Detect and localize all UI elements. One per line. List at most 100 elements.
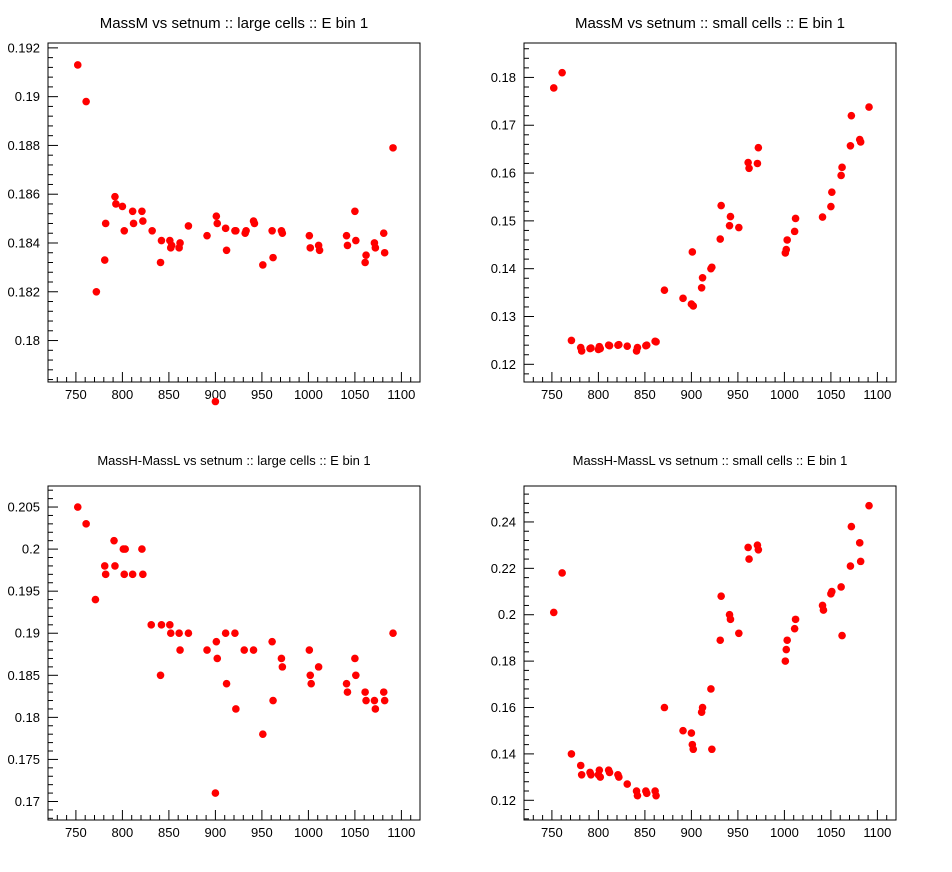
x-tick-label: 1000	[294, 825, 323, 840]
data-point	[846, 562, 855, 570]
data-point	[782, 245, 791, 254]
data-point	[818, 213, 827, 221]
data-point	[827, 202, 835, 211]
data-point	[259, 261, 267, 269]
y-tick-label: 0.15	[491, 213, 516, 228]
chart-title: MassM vs setnum :: small cells :: E bin …	[575, 15, 845, 32]
x-tick-label: 900	[681, 825, 703, 840]
data-point	[708, 263, 716, 272]
x-tick-label: 900	[205, 825, 227, 840]
data-point	[605, 768, 614, 777]
data-point	[623, 342, 632, 350]
data-point	[679, 294, 687, 303]
x-tick-label: 750	[65, 825, 87, 840]
data-point	[101, 219, 110, 228]
data-point	[166, 621, 174, 629]
data-point	[783, 236, 791, 244]
data-point	[689, 745, 698, 754]
data-point	[828, 587, 836, 596]
x-tick-label: 850	[158, 387, 180, 402]
data-point	[688, 248, 697, 256]
data-point	[184, 222, 193, 230]
data-point	[380, 248, 389, 257]
data-point	[633, 791, 642, 800]
data-point	[615, 773, 623, 781]
data-point	[781, 657, 790, 665]
data-point	[361, 258, 369, 267]
data-point	[549, 84, 558, 92]
data-point	[697, 284, 706, 292]
data-point	[838, 631, 846, 640]
x-tick-label: 1100	[387, 825, 415, 840]
data-point	[642, 341, 651, 349]
data-point	[221, 629, 230, 638]
data-point	[221, 224, 230, 233]
x-tick-label: 750	[65, 387, 87, 402]
data-point	[259, 730, 267, 738]
data-point	[278, 229, 287, 238]
y-tick-label: 0.185	[7, 668, 40, 683]
data-point	[138, 207, 146, 216]
data-point	[352, 671, 360, 680]
data-point	[352, 236, 360, 245]
y-tick-label: 0.22	[491, 561, 516, 576]
data-point	[82, 520, 90, 528]
x-tick-label: 950	[727, 387, 749, 402]
data-point	[129, 219, 138, 228]
x-tick-label: 850	[158, 825, 180, 840]
data-point	[660, 286, 669, 294]
data-point	[660, 703, 669, 712]
data-point	[726, 615, 735, 624]
x-tick-label: 1100	[863, 825, 891, 840]
y-tick-label: 0.16	[491, 166, 516, 181]
data-point	[361, 688, 369, 696]
y-tick-label: 0.2	[498, 607, 516, 622]
data-point	[240, 646, 249, 654]
y-tick-label: 0.2	[22, 542, 40, 557]
data-point	[549, 608, 558, 617]
y-tick-label: 0.18	[15, 710, 40, 725]
data-point	[577, 770, 586, 779]
data-point	[212, 212, 221, 220]
chart-title: MassM vs setnum :: large cells :: E bin …	[100, 15, 368, 32]
y-tick-label: 0.24	[491, 514, 516, 529]
data-point	[865, 501, 873, 510]
data-point	[138, 545, 146, 553]
chart-panel-1: MassM vs setnum :: large cells :: E bin …	[7, 15, 421, 406]
data-point	[717, 592, 725, 600]
chart-panel-2: MassM vs setnum :: small cells :: E bin …	[491, 15, 897, 402]
x-tick-label: 950	[251, 387, 273, 402]
data-point	[305, 231, 314, 240]
data-point	[306, 244, 315, 252]
data-point	[379, 229, 388, 238]
data-point	[101, 570, 110, 579]
data-point	[176, 239, 184, 247]
data-point	[855, 539, 864, 547]
y-tick-label: 0.205	[7, 500, 40, 515]
y-tick-label: 0.18	[491, 654, 516, 669]
data-point	[587, 770, 595, 779]
data-point	[783, 636, 791, 645]
data-point	[587, 344, 595, 352]
data-point	[679, 726, 687, 735]
y-tick-label: 0.19	[15, 626, 40, 641]
plot-frame	[47, 485, 421, 821]
chart-panel-4: MassH-MassL vs setnum :: small cells :: …	[491, 453, 897, 840]
data-point	[790, 624, 799, 633]
data-point	[754, 143, 763, 152]
data-point	[203, 231, 211, 240]
data-point	[389, 144, 397, 152]
plot-frame	[523, 485, 897, 821]
x-tick-label: 800	[112, 825, 134, 840]
x-tick-label: 1000	[770, 825, 799, 840]
data-point	[222, 246, 231, 255]
x-tick-label: 800	[112, 387, 134, 402]
data-point	[269, 253, 277, 262]
data-point	[725, 221, 734, 230]
x-tick-label: 1050	[816, 387, 845, 402]
data-point	[838, 163, 846, 172]
data-point	[120, 226, 129, 235]
data-point	[343, 241, 352, 250]
x-tick-label: 1100	[387, 387, 415, 402]
